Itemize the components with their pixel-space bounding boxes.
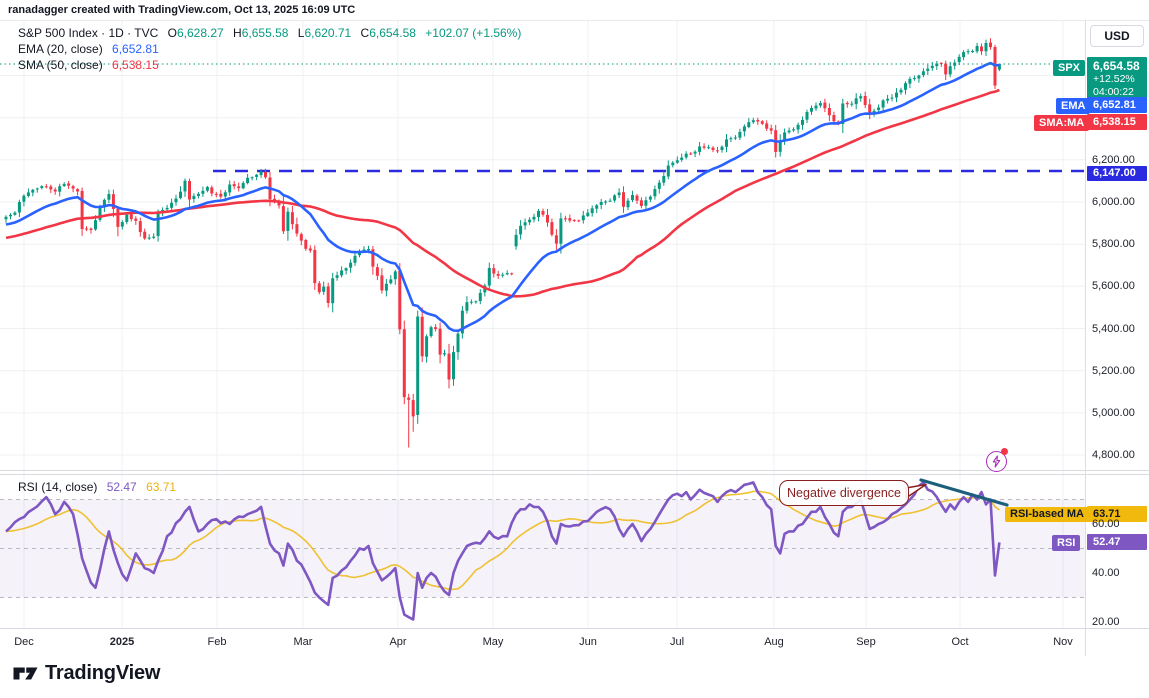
chart-legend[interactable]: S&P 500 Index · 1D · TVC O6,628.27 H6,65… (18, 25, 521, 73)
rsi-axis-tick: 60.00 (1092, 518, 1120, 530)
rsi-axis-tick: 20.00 (1092, 616, 1120, 628)
rsi-axis-value-box[interactable]: 52.47 (1087, 534, 1147, 550)
price-axis-tick: 6,200.00 (1092, 154, 1135, 166)
legend-ema-row[interactable]: EMA (20, close) 6,652.81 (18, 41, 521, 57)
rsi-value: 52.47 (106, 480, 137, 494)
symbol-title: S&P 500 Index · 1D · TVC (18, 26, 159, 40)
close-value: 6,654.58 (369, 26, 416, 40)
spx-session-countdown: 04:00:22 (1093, 86, 1134, 98)
time-axis-border (0, 628, 1149, 629)
price-axis-tick: 5,800.00 (1092, 238, 1135, 250)
lightning-bolt-icon (992, 455, 1001, 468)
rsi-ma-axis-value-box[interactable]: 63.71 (1087, 506, 1147, 522)
open-value: 6,628.27 (176, 26, 224, 40)
open-label: O (167, 26, 177, 40)
time-axis-label-2025: 2025 (109, 636, 135, 648)
time-axis-label-oct: Oct (951, 636, 969, 648)
time-axis-label-may: May (482, 636, 504, 648)
spx-change-percent: +12.52% (1093, 73, 1135, 85)
price-axis-tick: 5,600.00 (1092, 280, 1135, 292)
tradingview-logo-glyph (13, 667, 38, 680)
spx-last-price: 6,654.58 (1093, 59, 1140, 73)
rsi-ma-value: 63.71 (146, 480, 177, 494)
tradingview-logo-text: TradingView (45, 662, 161, 684)
time-axis-label-aug: Aug (764, 636, 784, 648)
ema-axis-value-box[interactable]: 6,652.81 (1087, 97, 1147, 113)
low-value: 6,620.71 (304, 26, 352, 40)
sma-axis-value-box[interactable]: 6,538.15 (1087, 114, 1147, 130)
level-line-axis-box[interactable]: 6,147.00 (1087, 166, 1147, 181)
legend-sma-row[interactable]: SMA (50, close) 6,538.15 (18, 57, 521, 73)
time-axis-label-jun: Jun (579, 636, 597, 648)
watermark-attribution: ranadagger created with TradingView.com,… (8, 4, 356, 16)
price-axis-tick: 4,800.00 (1092, 449, 1135, 461)
change-value: +102.07 (+1.56%) (425, 26, 522, 40)
high-label: H (233, 26, 242, 40)
spx-axis-price-box[interactable]: 6,654.58 +12.52% 04:00:22 (1087, 57, 1147, 101)
time-axis-label-feb: Feb (207, 636, 227, 648)
flash-alert-icon[interactable] (986, 451, 1007, 472)
ema-label: EMA (20, close) (18, 42, 103, 56)
time-axis-label-dec: Dec (14, 636, 34, 648)
spx-axis-tag[interactable]: SPX (1053, 60, 1086, 76)
sma-axis-tag[interactable]: SMA:MA (1034, 115, 1090, 131)
ema-axis-tag[interactable]: EMA (1056, 98, 1091, 114)
time-axis-label-apr: Apr (389, 636, 407, 648)
legend-symbol-row[interactable]: S&P 500 Index · 1D · TVC O6,628.27 H6,65… (18, 25, 521, 41)
price-axis-tick: 5,200.00 (1092, 365, 1135, 377)
sma-label: SMA (50, close) (18, 58, 103, 72)
negative-divergence-callout[interactable]: Negative divergence (779, 480, 909, 506)
rsi-axis-tick: 40.00 (1092, 567, 1120, 579)
pane-divider-handle[interactable] (0, 474, 1149, 475)
alert-notification-dot (1001, 448, 1008, 455)
pane-divider[interactable] (0, 470, 1149, 471)
rsi-legend-row[interactable]: RSI (14, close) 52.47 63.71 (18, 480, 176, 494)
price-axis-tick: 5,400.00 (1092, 323, 1135, 335)
sma-value: 6,538.15 (112, 58, 159, 72)
chart-top-border (0, 20, 1149, 21)
rsi-ma-axis-tag[interactable]: RSI-based MA (1005, 507, 1089, 522)
price-scale-border (1085, 20, 1086, 656)
high-value: 6,655.58 (241, 26, 289, 40)
time-axis-label-sep: Sep (856, 636, 876, 648)
price-axis-tick: 5,000.00 (1092, 407, 1135, 419)
time-axis-label-jul: Jul (669, 636, 685, 648)
close-label: C (360, 26, 370, 40)
price-axis-tick: 6,000.00 (1092, 196, 1135, 208)
time-axis-label-nov: Nov (1053, 636, 1073, 648)
rsi-label: RSI (14, close) (18, 480, 98, 494)
time-axis-label-mar: Mar (293, 636, 313, 648)
rsi-axis-tag[interactable]: RSI (1052, 535, 1081, 551)
low-label: L (297, 26, 305, 40)
currency-toggle-button[interactable]: USD (1090, 25, 1144, 47)
tradingview-logo[interactable]: TradingView (12, 660, 160, 687)
ema-value: 6,652.81 (112, 42, 159, 56)
